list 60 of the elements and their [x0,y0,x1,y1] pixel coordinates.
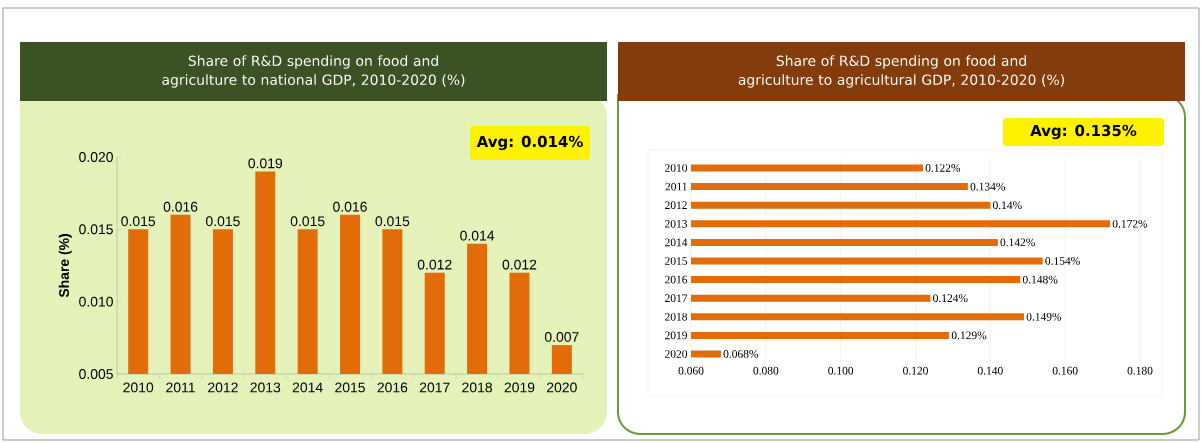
y-tick-label: 2012 [665,201,687,210]
y-tick-label: 0.010 [79,296,113,307]
data-label: 0.014 [460,230,495,241]
y-axis-title: Share (%) [58,234,72,298]
data-label: 0.172% [1112,219,1148,228]
x-tick-label: 2016 [377,382,408,393]
text: Avg: 0.135% [1030,124,1137,140]
data-label: 0.015 [375,216,410,227]
y-tick-label: 0.020 [79,152,113,162]
data-label: 0.007 [544,331,579,342]
x-tick-label: 2018 [462,382,493,393]
y-tick-label: 2011 [665,182,687,191]
x-tick-label: 0.060 [678,366,704,375]
x-tick-label: 0.120 [903,366,928,375]
x-tick-label: 2019 [504,382,535,393]
data-label: 0.154% [1045,257,1080,265]
chart-title: Share of R&D spending on food and agriculture to agricultural GDP, 2010-2020 (%) [738,55,1064,88]
data-label: 0.134% [970,182,1006,191]
x-tick-label: 2010 [123,382,154,393]
data-label: 0.012 [417,259,452,270]
data-label: 0.012 [502,259,537,270]
data-label: 0.124% [933,294,968,303]
y-tick-label: 2016 [665,275,688,284]
x-tick-label: 0.180 [1127,366,1153,375]
data-label: 0.068% [723,350,759,358]
x-tick-label: 2011 [166,382,195,393]
y-tick-label: 2010 [665,164,688,172]
data-label: 0.015 [206,216,240,227]
data-label: 0.016 [163,201,198,212]
x-tick-label: 2015 [335,382,365,393]
data-label: 0.015 [121,216,156,227]
y-tick-label: 2013 [665,219,688,228]
y-tick-label: 0.005 [79,369,113,379]
y-tick-label: 2020 [665,350,688,358]
data-label: 0.019 [248,158,283,169]
x-tick-label: 0.160 [1052,366,1078,375]
x-tick-label: 0.140 [977,366,1003,375]
x-tick-label: 2020 [547,382,577,393]
data-label: 0.142% [1000,238,1035,247]
x-tick-label: 0.080 [753,366,779,375]
y-tick-label: 2017 [665,294,688,303]
x-tick-label: 2013 [250,382,281,393]
data-label: 0.149% [1026,312,1062,321]
y-tick-label: 2014 [665,238,688,247]
y-tick-label: 0.015 [79,224,113,235]
text: Avg: 0.014% [476,135,583,151]
y-tick-label: 2019 [665,331,688,340]
data-label: 0.14% [992,201,1022,210]
x-tick-label: 0.100 [828,366,854,375]
data-label: 0.015 [290,216,325,227]
data-label: 0.148% [1022,275,1058,284]
x-tick-label: 2014 [292,382,323,393]
chart-title: Share of R&D spending on food and agriculture to national GDP, 2010-2020 (%) [162,55,465,88]
x-tick-label: 2012 [208,382,238,393]
x-tick-label: 2017 [419,382,450,393]
data-label: 0.122% [925,164,961,172]
data-label: 0.016 [333,201,367,212]
y-tick-label: 2018 [665,312,688,321]
data-label: 0.129% [951,331,987,340]
y-tick-label: 2015 [665,257,688,265]
